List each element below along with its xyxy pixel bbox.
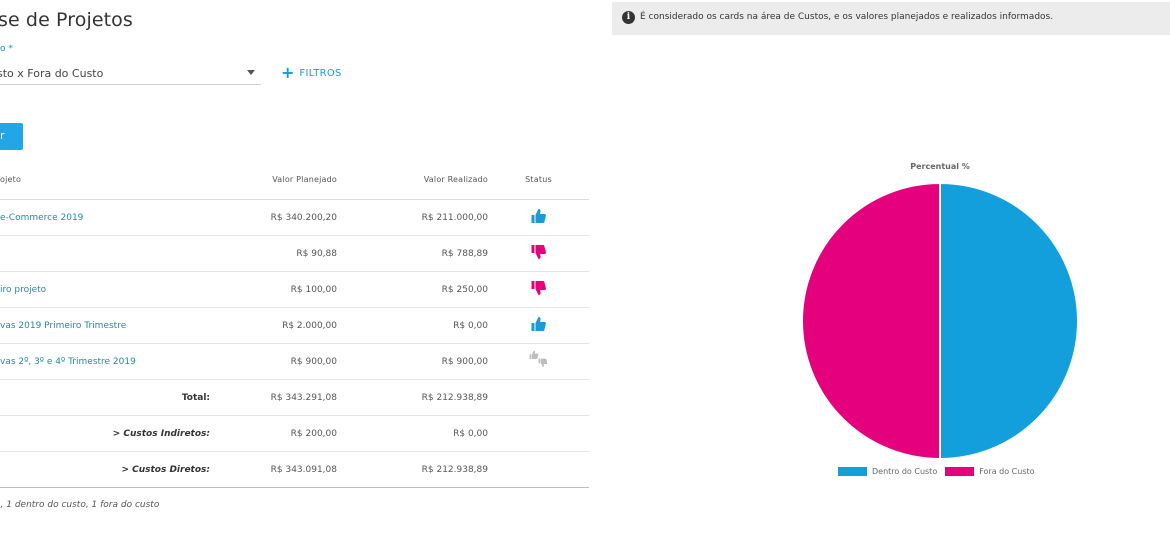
summary-row: > Custos Diretos: R$ 343.091,08 R$ 212.938…	[0, 451, 589, 488]
table-row[interactable]: vas 2º, 3º e 4º Trimestre 2019 R$ 900,00 R…	[0, 343, 589, 380]
realized-value: R$ 788,89	[337, 235, 488, 272]
thumbs-up-icon	[530, 209, 547, 227]
realized-value: R$ 211.000,00	[337, 199, 488, 236]
chevron-down-icon[interactable]	[247, 70, 255, 75]
realized-value: R$ 0,00	[337, 307, 488, 344]
summary-row: Total: R$ 343.291,08 R$ 212.938,89	[0, 379, 589, 416]
column-header-status[interactable]: Status	[488, 159, 589, 200]
info-icon: i	[622, 11, 635, 24]
table-row[interactable]: e-Commerce 2019 R$ 340.200,20 R$ 211.000,0…	[0, 199, 589, 236]
report-type-select[interactable]	[0, 63, 261, 85]
pie-slice-dentro-do-custo[interactable]	[939, 181, 1079, 461]
summary-label: Total:	[181, 392, 210, 403]
realized-value: R$ 250,00	[337, 271, 488, 308]
action-button[interactable]: r	[0, 123, 23, 150]
project-link[interactable]: e-Commerce 2019	[0, 212, 84, 223]
filters-button-label: FILTROS	[299, 67, 342, 79]
legend-label: Fora do Custo	[979, 467, 1035, 476]
column-header-realized[interactable]: Valor Realizado	[337, 159, 488, 200]
legend-swatch	[838, 467, 867, 476]
legend-item[interactable]: Fora do Custo	[945, 467, 1035, 476]
planned-value: R$ 900,00	[222, 343, 337, 380]
planned-value: R$ 340.200,20	[222, 199, 337, 236]
action-button-label: r	[0, 129, 5, 142]
thumbs-down-icon	[530, 245, 547, 263]
planned-value: R$ 2.000,00	[222, 307, 337, 344]
chart-title: Percentual %	[910, 162, 970, 171]
legend-swatch	[945, 467, 975, 476]
table-row[interactable]: R$ 90,88 R$ 788,89	[0, 235, 589, 272]
pie-slice-fora-do-custo[interactable]	[801, 181, 941, 461]
table-footnote: ), 1 dentro do custo, 1 fora do custo	[0, 500, 160, 510]
info-text: É considerado os cards na área de Custos…	[640, 12, 1054, 22]
summary-row: > Custos Indiretos: R$ 200,00 R$ 0,00	[0, 415, 589, 452]
summary-realized: R$ 212.938,89	[337, 451, 488, 488]
column-header-planned[interactable]: Valor Planejado	[222, 159, 337, 200]
chart-legend: Dentro do Custo Fora do Custo	[838, 467, 1035, 476]
summary-realized: R$ 212.938,89	[337, 379, 488, 416]
projects-table: ojeto Valor Planejado Valor Realizado St…	[0, 159, 589, 488]
summary-planned: R$ 343.091,08	[222, 451, 337, 488]
filters-button[interactable]: + FILTROS	[281, 63, 342, 82]
table-row[interactable]: iro projeto R$ 100,00 R$ 250,00	[0, 271, 589, 308]
select-label: o *	[0, 44, 13, 54]
summary-label: > Custos Diretos:	[121, 464, 210, 475]
project-link[interactable]: vas 2º, 3º e 4º Trimestre 2019	[0, 356, 136, 367]
column-header-project[interactable]: ojeto	[0, 159, 222, 200]
thumbs-neutral-icon	[529, 350, 549, 372]
info-banner: i É considerado os cards na área de Cust…	[612, 2, 1170, 35]
plus-icon: +	[281, 63, 295, 82]
planned-value: R$ 100,00	[222, 271, 337, 308]
legend-label: Dentro do Custo	[872, 467, 938, 476]
summary-realized: R$ 0,00	[337, 415, 488, 452]
realized-value: R$ 900,00	[337, 343, 488, 380]
legend-item[interactable]: Dentro do Custo	[838, 467, 937, 476]
project-link[interactable]: iro projeto	[0, 284, 47, 295]
thumbs-up-icon	[530, 317, 547, 335]
summary-planned: R$ 343.291,08	[222, 379, 337, 416]
thumbs-down-icon	[530, 281, 547, 299]
summary-label: > Custos Indiretos:	[112, 428, 210, 439]
planned-value: R$ 90,88	[222, 235, 337, 272]
pie-chart	[801, 181, 1079, 461]
project-link[interactable]: vas 2019 Primeiro Trimestre	[0, 320, 127, 331]
table-header-row: ojeto Valor Planejado Valor Realizado St…	[0, 159, 589, 200]
summary-planned: R$ 200,00	[222, 415, 337, 452]
page-title: se de Projetos	[0, 9, 133, 31]
table-row[interactable]: vas 2019 Primeiro Trimestre R$ 2.000,00 R$…	[0, 307, 589, 344]
report-type-select-value[interactable]: sto x Fora do Custo	[0, 67, 104, 80]
